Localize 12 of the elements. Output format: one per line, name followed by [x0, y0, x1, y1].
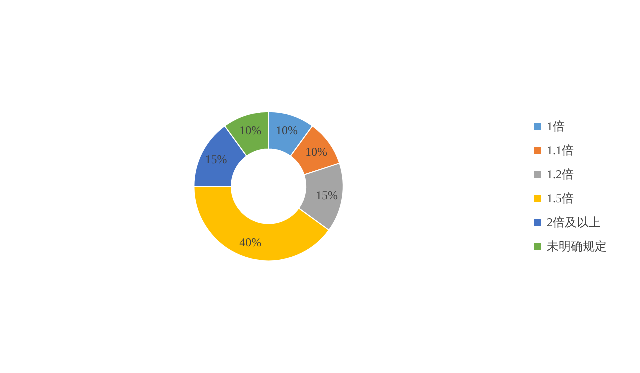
legend-label: 1.5倍	[547, 192, 574, 206]
data-label: 15%	[205, 152, 228, 167]
data-label: 40%	[240, 236, 262, 250]
data-label: 10%	[240, 123, 262, 138]
legend-label: 2倍及以上	[547, 216, 601, 230]
legend-label: 1倍	[547, 120, 565, 134]
data-label: 15%	[316, 188, 338, 203]
data-label: 10%	[305, 144, 328, 159]
legend-label: 未明确规定	[547, 240, 607, 254]
legend-label: 1.1倍	[547, 144, 574, 158]
legend-label: 1.2倍	[547, 168, 574, 182]
data-label: 10%	[276, 123, 298, 138]
